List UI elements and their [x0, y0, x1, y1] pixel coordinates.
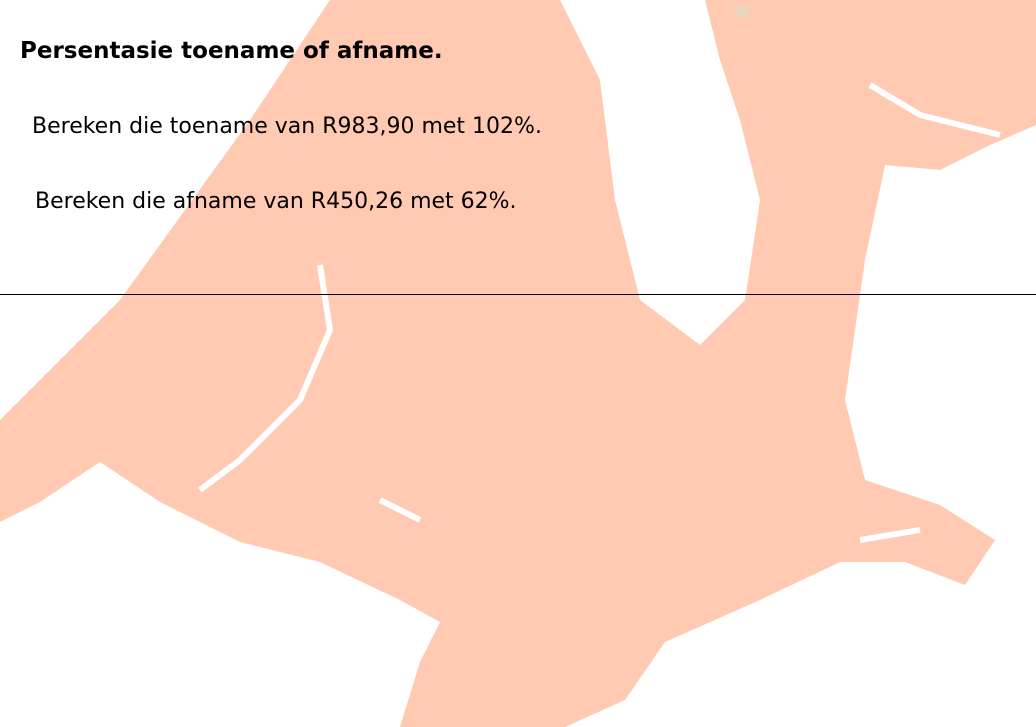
watermark — [0, 0, 1036, 727]
exercise: Bereken die toename van R983,90 met 102%… — [32, 114, 542, 139]
exercise: Bereken die afname van R450,26 met 62%. — [35, 189, 517, 214]
camel-watermark — [0, 0, 1036, 727]
page: {"title": "Persentasie toename of afname… — [0, 0, 1036, 727]
title: Persentasie toename of afname. — [20, 38, 443, 64]
divider — [0, 294, 1036, 295]
camel-eye — [734, 6, 750, 18]
